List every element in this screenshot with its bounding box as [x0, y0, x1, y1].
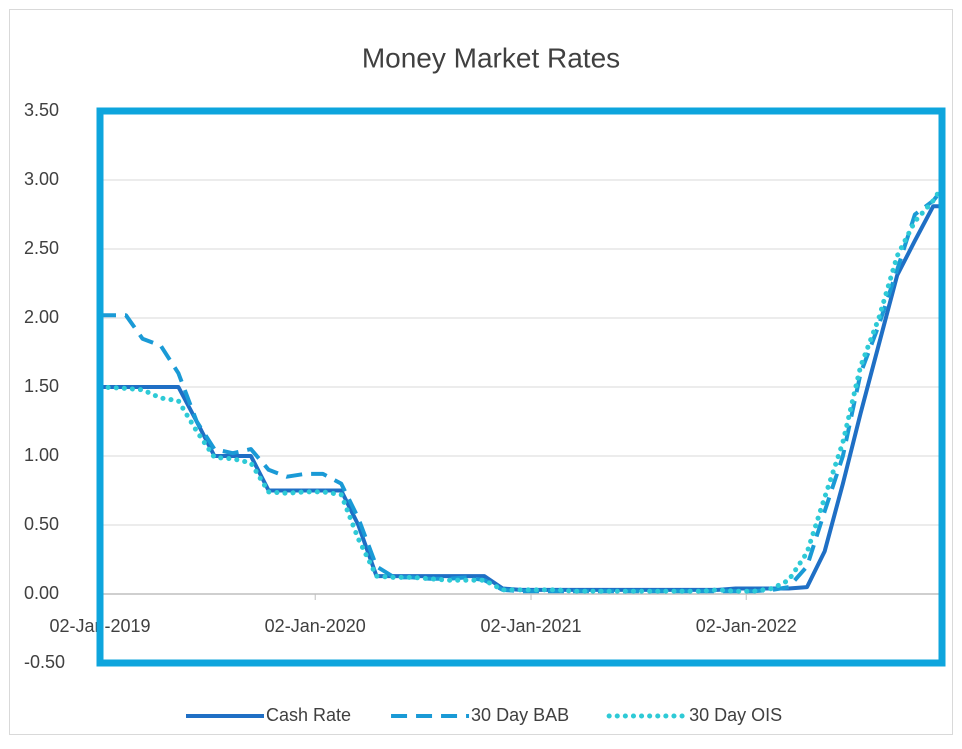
legend-label: 30 Day OIS — [689, 705, 782, 725]
plot-frame — [96, 107, 946, 667]
x-tick-label: 02-Jan-2022 — [696, 616, 797, 636]
y-tick-label: 2.50 — [24, 238, 59, 258]
chart-border — [9, 9, 953, 735]
x-tick-label: 02-Jan-2021 — [480, 616, 581, 636]
y-tick-label: 0.00 — [24, 583, 59, 603]
y-tick-label: 1.50 — [24, 376, 59, 396]
y-tick-label: 1.00 — [24, 445, 59, 465]
series-line — [97, 184, 945, 594]
y-tick-label: -0.50 — [24, 652, 65, 672]
legend-label: 30 Day BAB — [471, 705, 569, 725]
legend-label: Cash Rate — [266, 705, 351, 725]
y-tick-label: 0.50 — [24, 514, 59, 534]
y-tick-label: 3.00 — [24, 169, 59, 189]
y-tick-label: 2.00 — [24, 307, 59, 327]
x-tick-label: 02-Jan-2020 — [265, 616, 366, 636]
chart-title: Money Market Rates — [362, 42, 620, 73]
y-tick-label: 3.50 — [24, 100, 59, 120]
